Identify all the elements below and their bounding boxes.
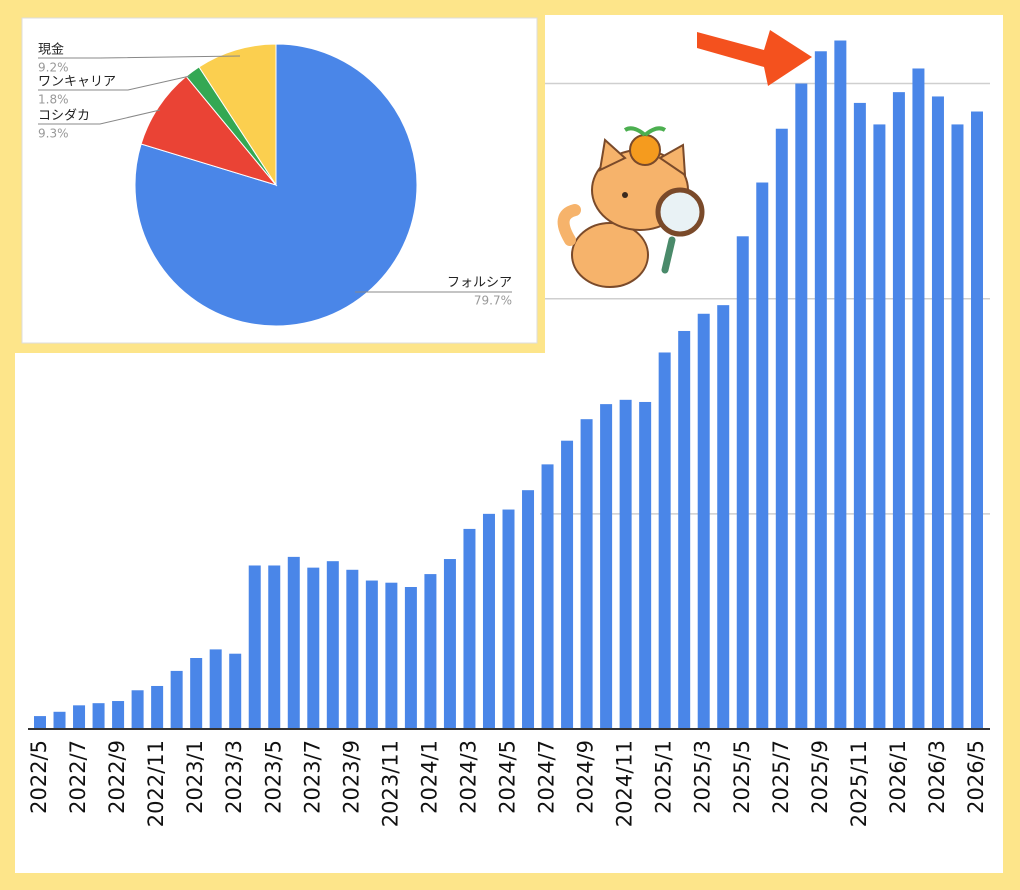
x-tick-label: 2025/7	[769, 740, 793, 814]
bar	[853, 102, 866, 730]
leader-line	[38, 109, 161, 125]
leader-line	[38, 75, 191, 91]
cat-illustration	[557, 126, 705, 288]
bar	[209, 649, 222, 729]
pie-chart: フォルシア 79.7% コシダカ 9.3% ワンキャリア 1.8% 現金 9.2%	[38, 42, 512, 327]
bar	[53, 711, 66, 729]
bar	[190, 658, 203, 729]
x-tick-label: 2024/9	[574, 740, 598, 814]
bar	[736, 236, 749, 729]
bar	[112, 701, 125, 729]
bar	[34, 716, 46, 729]
bar	[912, 68, 925, 729]
x-tick-label: 2023/11	[378, 740, 402, 827]
bar	[307, 567, 320, 729]
x-tick-label: 2025/3	[691, 740, 715, 814]
bar	[131, 690, 144, 729]
bar	[248, 565, 261, 729]
bar	[971, 111, 983, 730]
x-tick-label: 2022/7	[66, 740, 90, 814]
x-tick-label: 2025/5	[730, 740, 754, 814]
bar	[443, 559, 456, 729]
bar	[424, 574, 437, 729]
x-tick-label: 2023/7	[300, 740, 324, 814]
bar	[873, 124, 886, 729]
bar	[814, 51, 827, 730]
bar	[580, 419, 593, 729]
bar	[404, 587, 417, 729]
slice-label: ワンキャリア	[38, 75, 116, 90]
bar	[639, 401, 652, 729]
pie-slice	[198, 43, 277, 187]
bar	[229, 653, 242, 729]
x-tick-label: 2024/11	[613, 740, 637, 827]
bar	[463, 528, 476, 729]
bar	[951, 124, 964, 729]
x-tick-label: 2024/1	[417, 740, 441, 814]
bar	[931, 96, 944, 730]
bar	[834, 40, 847, 730]
bar	[717, 305, 730, 729]
leader-line	[38, 55, 241, 59]
slice-value-label: 1.8%	[38, 93, 69, 107]
x-tick-label: 2023/5	[261, 740, 285, 814]
bar	[268, 565, 281, 729]
slice-label: コシダカ	[38, 109, 90, 124]
x-tick-label: 2022/11	[144, 740, 168, 827]
x-tick-label: 2023/3	[222, 740, 246, 814]
bar	[365, 580, 378, 729]
x-tick-label: 2022/5	[27, 740, 51, 814]
x-tick-label: 2025/9	[808, 740, 832, 814]
bar	[658, 352, 671, 729]
bar	[482, 513, 495, 729]
bar	[73, 705, 86, 729]
x-tick-label: 2025/11	[847, 740, 871, 827]
bar	[619, 399, 632, 729]
bar	[678, 330, 691, 729]
bar	[756, 182, 769, 730]
slice-label: 現金	[38, 42, 64, 58]
bar	[600, 404, 613, 729]
slice-value-label: 9.3%	[38, 127, 69, 141]
slice-value-label: 79.7%	[474, 294, 512, 308]
bar	[502, 509, 515, 729]
x-tick-label: 2023/1	[183, 740, 207, 814]
bar	[287, 556, 300, 729]
x-tick-label: 2023/9	[339, 740, 363, 814]
x-tick-label: 2026/1	[886, 740, 910, 814]
bar	[92, 703, 105, 729]
x-tick-label: 2024/5	[496, 740, 520, 814]
bar	[385, 582, 398, 729]
x-tick-label: 2025/1	[652, 740, 676, 814]
bar	[892, 92, 905, 730]
bar	[775, 128, 788, 729]
bar	[346, 569, 359, 729]
bar	[541, 464, 554, 729]
bar	[522, 490, 535, 729]
bar	[170, 670, 183, 729]
bar	[151, 685, 164, 729]
bar	[561, 440, 574, 729]
bar	[795, 83, 808, 729]
arrow	[697, 30, 812, 86]
bar	[326, 561, 339, 729]
x-tick-label: 2026/5	[964, 740, 988, 814]
bar	[697, 313, 710, 729]
x-tick-label: 2024/7	[535, 740, 559, 814]
x-tick-label: 2024/3	[456, 740, 480, 814]
x-tick-label: 2022/9	[105, 740, 129, 814]
bar-chart: 2022/5 2022/7 2022/9 2022/11 2023/1 2023/3 202…	[27, 40, 990, 827]
x-tick-label: 2026/3	[925, 740, 949, 814]
slice-value-label: 9.2%	[38, 61, 69, 75]
slice-label: フォルシア	[447, 276, 512, 291]
